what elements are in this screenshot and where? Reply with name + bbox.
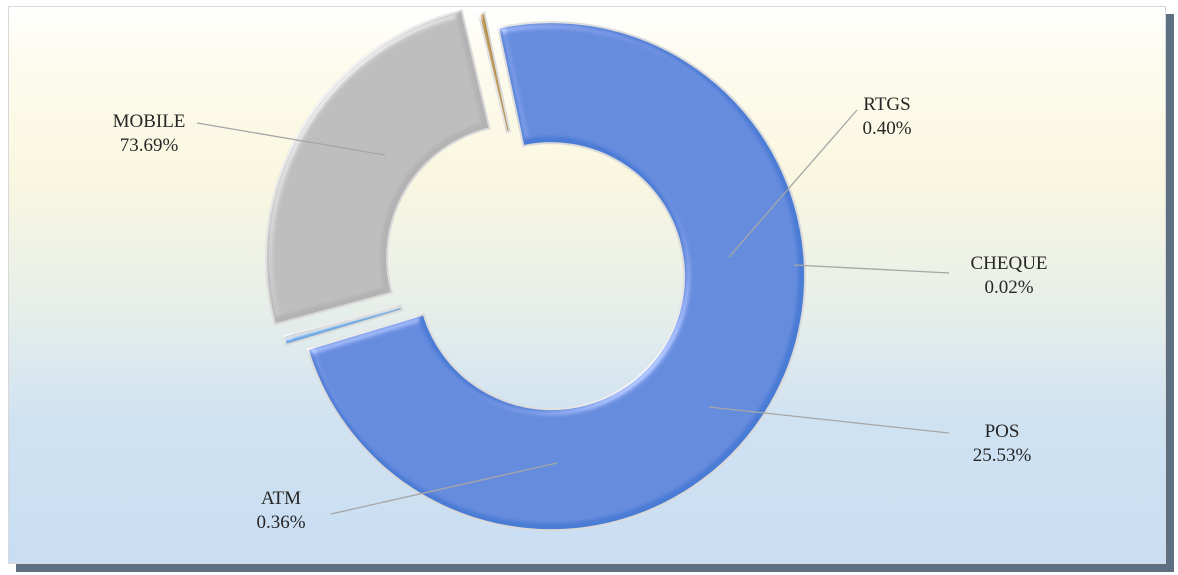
leader-line-pos xyxy=(708,406,950,434)
chart-frame: MOBILE 73.69% RTGS 0.40% CHEQUE 0.02% POS 25.53… xyxy=(8,6,1166,564)
leader-line-atm xyxy=(330,462,558,515)
slice-value-cheque: 0.02% xyxy=(984,277,1033,298)
slice-label-mobile: MOBILE xyxy=(113,111,186,132)
leader-line-cheque xyxy=(793,264,950,274)
leader-line-mobile xyxy=(196,122,386,156)
slice-value-mobile: 73.69% xyxy=(120,135,179,156)
slice-label-atm: ATM xyxy=(261,488,301,509)
slice-label-cheque: CHEQUE xyxy=(970,253,1047,274)
slice-pos xyxy=(265,9,491,326)
slice-value-pos: 25.53% xyxy=(973,445,1032,466)
slice-label-pos: POS xyxy=(985,421,1020,442)
slice-value-atm: 0.36% xyxy=(256,512,305,533)
leader-line-rtgs xyxy=(728,109,858,258)
slice-atm xyxy=(477,11,511,133)
slice-value-rtgs: 0.40% xyxy=(862,118,911,139)
slice-cheque xyxy=(282,304,403,340)
slice-mobile xyxy=(306,21,807,532)
doughnut-chart: MOBILE 73.69% RTGS 0.40% CHEQUE 0.02% POS 25.53… xyxy=(113,9,1048,533)
slice-label-rtgs: RTGS xyxy=(863,94,910,115)
